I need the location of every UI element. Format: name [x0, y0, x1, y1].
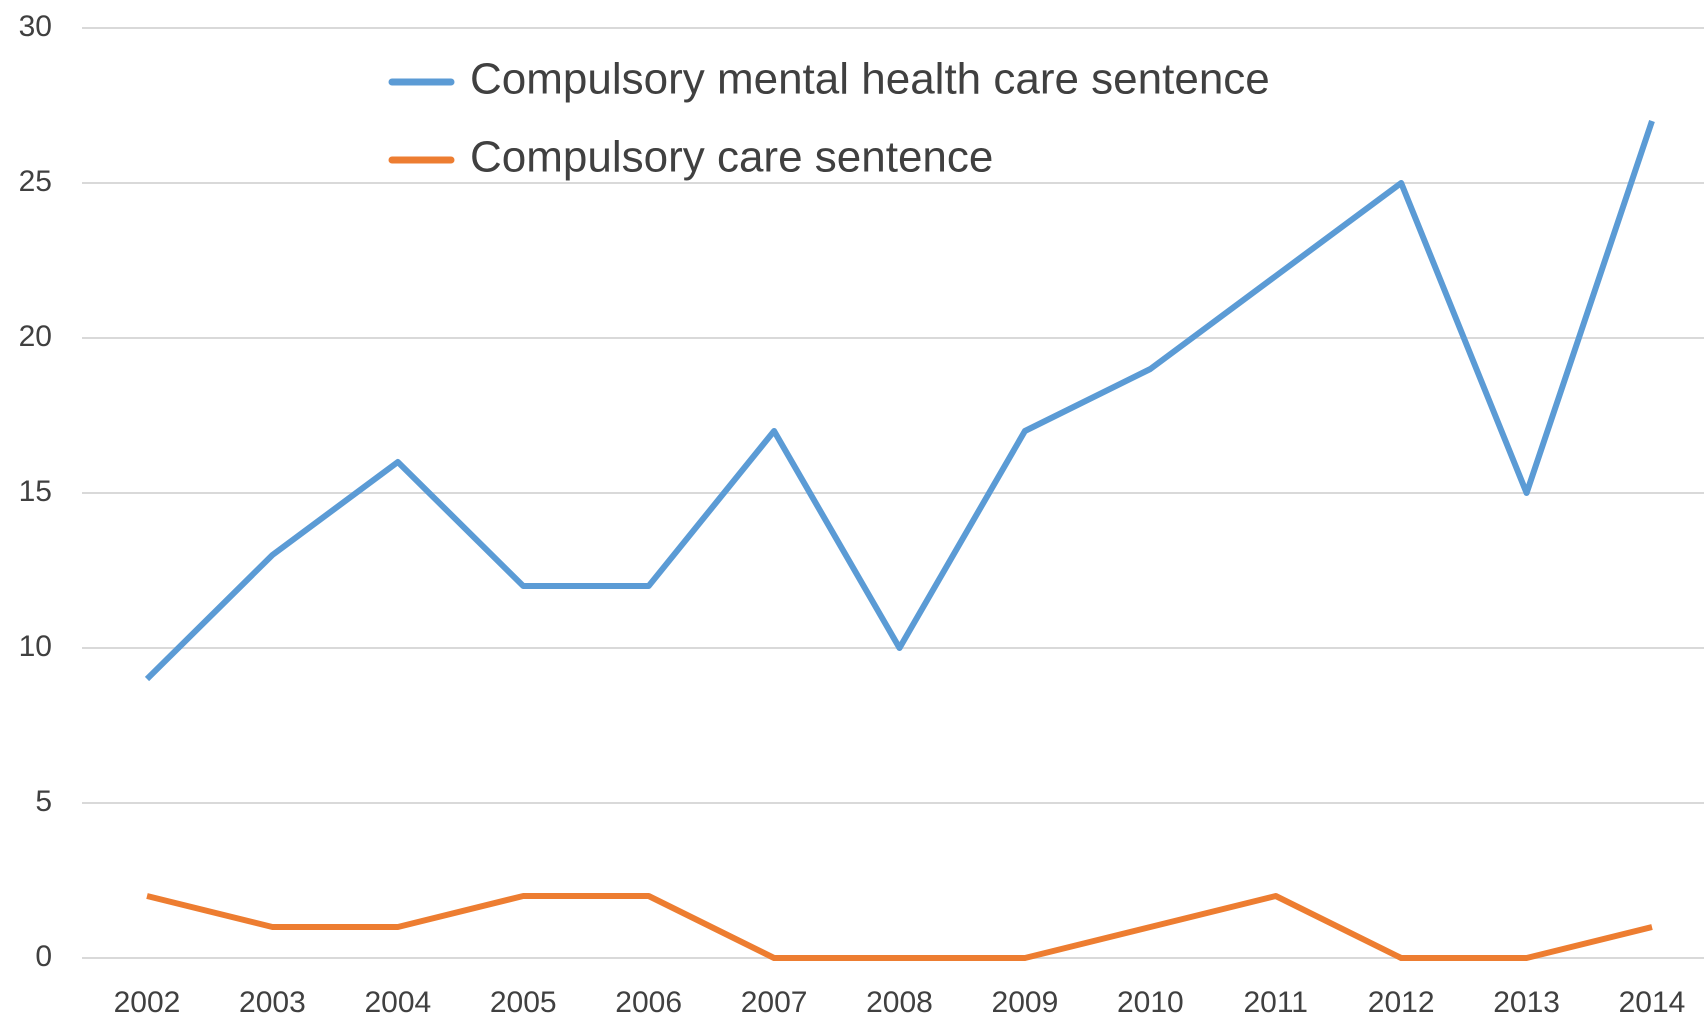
x-tick-label: 2004	[364, 986, 431, 1019]
y-tick-label: 10	[19, 630, 52, 663]
legend-label: Compulsory care sentence	[470, 133, 993, 182]
x-tick-label: 2010	[1117, 986, 1184, 1019]
x-tick-label: 2006	[615, 986, 682, 1019]
x-tick-label: 2013	[1493, 986, 1560, 1019]
x-tick-label: 2002	[114, 986, 181, 1019]
series-line	[144, 120, 1655, 682]
x-tick-label: 2014	[1619, 986, 1686, 1019]
y-tick-label: 30	[19, 10, 52, 43]
series-line	[146, 893, 1653, 961]
y-tick-label: 5	[35, 785, 52, 818]
x-tick-label: 2008	[866, 986, 933, 1019]
x-tick-label: 2003	[239, 986, 306, 1019]
x-tick-label: 2012	[1368, 986, 1435, 1019]
legend-label: Compulsory mental health care sentence	[470, 55, 1270, 104]
x-tick-label: 2005	[490, 986, 557, 1019]
x-tick-label: 2011	[1243, 986, 1308, 1019]
x-tick-label: 2007	[741, 986, 808, 1019]
y-tick-label: 15	[19, 475, 52, 508]
x-tick-label: 2009	[992, 986, 1059, 1019]
y-tick-label: 0	[35, 940, 52, 973]
y-tick-label: 25	[19, 165, 52, 198]
y-tick-label: 20	[19, 320, 52, 353]
